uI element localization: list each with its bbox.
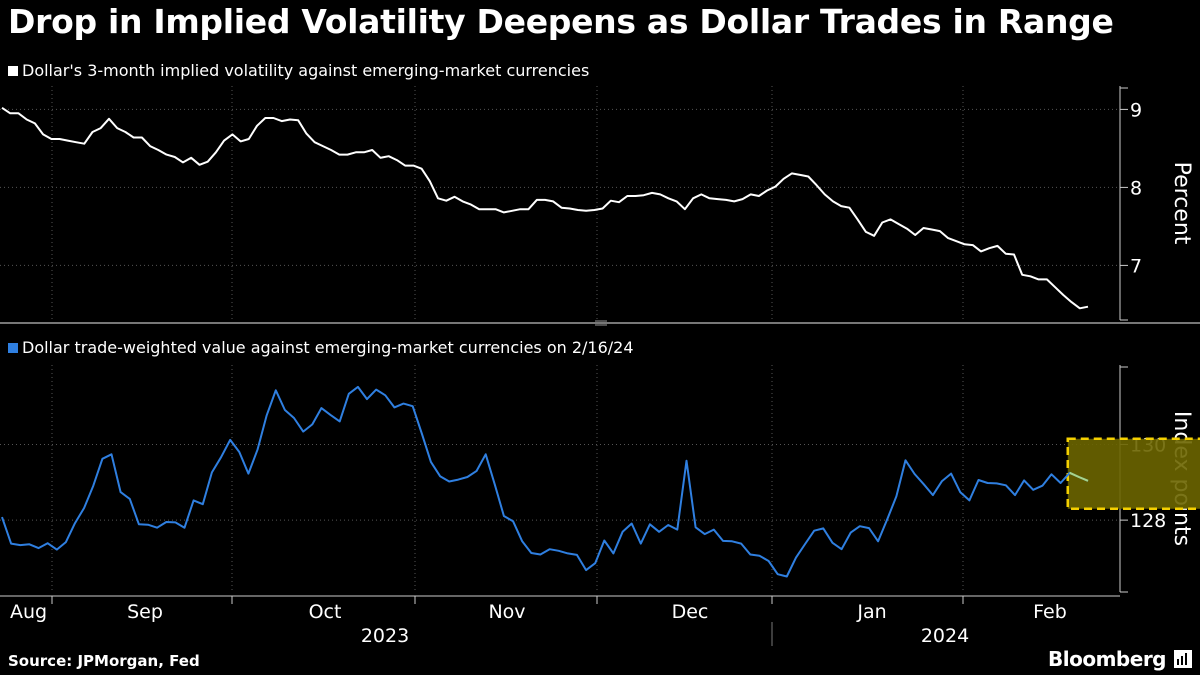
month-label-jan: Jan (856, 601, 886, 623)
y-axis-title: Percent (1169, 162, 1194, 245)
series-line (1, 106, 1089, 310)
legend-volatility-label: Dollar's 3-month implied volatility agai… (22, 61, 590, 80)
ytick-label-9: 9 (1130, 99, 1142, 121)
month-label-sep: Sep (127, 601, 163, 623)
legend-swatch-blue (8, 342, 18, 353)
volatility-panel: 7 8 9 Percent (0, 86, 1194, 321)
month-label-feb: Feb (1033, 601, 1067, 623)
month-label-dec: Dec (672, 601, 709, 623)
dollar-index-panel: 128130Index points (0, 365, 1200, 593)
year-label-2024: 2024 (921, 625, 969, 647)
legend-volatility: Dollar's 3-month implied volatility agai… (8, 61, 589, 80)
ytick-label-7: 7 (1130, 255, 1142, 277)
brand: Bloomberg (1048, 647, 1192, 671)
month-label-aug: Aug (10, 601, 47, 623)
grid-layer (51, 86, 964, 592)
legend-dollar-index: Dollar trade-weighted value against emer… (8, 338, 634, 357)
ytick-label-8: 8 (1130, 177, 1142, 199)
month-label-oct: Oct (309, 601, 342, 623)
axes-layer: Aug Sep Oct Nov Dec Jan Feb 2023 2024 (0, 320, 1200, 647)
legend-swatch-white (8, 65, 18, 76)
legend-dollar-label: Dollar trade-weighted value against emer… (22, 338, 634, 357)
year-label-2023: 2023 (361, 625, 409, 647)
chart-title: Drop in Implied Volatility Deepens as Do… (8, 2, 1114, 41)
month-label-nov: Nov (488, 601, 525, 623)
bloomberg-terminal-icon (1174, 650, 1192, 668)
brand-wordmark: Bloomberg (1048, 647, 1166, 671)
series-line (1, 385, 1089, 578)
ytick-label-128: 128 (1130, 510, 1166, 532)
highlight-box (1067, 438, 1200, 509)
source-note: Source: JPMorgan, Fed (8, 652, 200, 670)
highlighted-series-line (1069, 471, 1089, 482)
